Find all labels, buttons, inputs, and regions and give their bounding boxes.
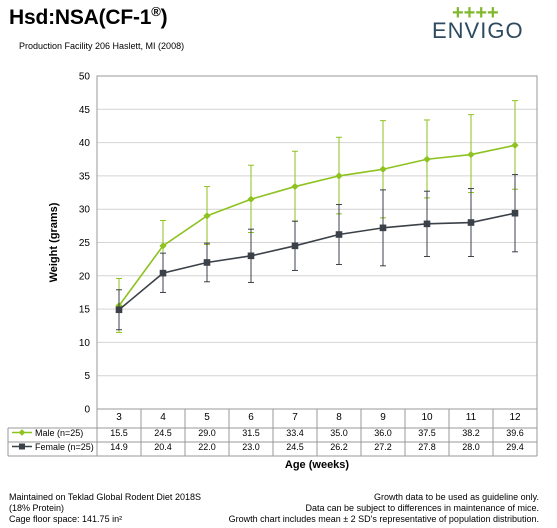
male-legend-label: Male (n=25) (35, 428, 83, 438)
female-legend-label: Female (n=25) (35, 442, 94, 452)
female-series-line (118, 212, 516, 311)
y-tick-label: 15 (79, 305, 91, 316)
female-table-value: 28.0 (462, 442, 480, 452)
male-data-point (467, 150, 475, 159)
title-registered-mark: ® (151, 4, 161, 19)
male-table-value: 31.5 (242, 428, 260, 438)
female-table-value: 27.2 (374, 442, 392, 452)
male-data-point (291, 182, 299, 191)
male-table-value: 29.0 (198, 428, 216, 438)
footer-protein-note: (18% Protein) (9, 503, 65, 513)
logo-wordmark: ENVIGO (432, 18, 524, 43)
x-tick-label: 4 (160, 412, 166, 423)
male-legend-marker (18, 429, 26, 436)
female-data-point (159, 269, 167, 277)
male-table-value: 37.5 (418, 428, 436, 438)
female-data-point (511, 209, 519, 217)
male-table-value: 39.6 (506, 428, 524, 438)
male-data-point (511, 141, 519, 149)
footer-notes-right: Growth data to be used as guideline only… (229, 492, 539, 525)
title-end: ) (160, 6, 168, 29)
title-main: Hsd:NSA(CF-1 (9, 6, 152, 29)
female-legend-marker (19, 443, 25, 450)
male-data-point (203, 212, 211, 220)
x-tick-label: 10 (421, 412, 433, 423)
logo-plus-marks: ++++ (452, 2, 499, 24)
male-table-value: 15.5 (110, 428, 128, 438)
y-tick-label: 35 (79, 171, 91, 182)
male-table-value: 38.2 (462, 428, 480, 438)
x-tick-label: 12 (509, 412, 521, 423)
page-title: Hsd:NSA(CF-1®) (9, 4, 168, 30)
male-table-value: 35.0 (330, 428, 348, 438)
female-table-value: 14.9 (110, 442, 128, 452)
y-tick-label: 10 (79, 338, 91, 349)
female-data-point (291, 242, 299, 250)
female-table-value: 20.4 (154, 442, 172, 452)
male-data-point (379, 165, 387, 173)
male-table-value: 33.4 (286, 428, 304, 438)
female-data-point (467, 219, 475, 226)
x-tick-label: 7 (292, 412, 298, 423)
x-tick-label: 6 (248, 412, 254, 423)
envigo-logo: ++++ ENVIGO (432, 3, 524, 43)
footer-sd-note: Growth chart includes mean ± 2 SD's repr… (228, 514, 539, 524)
male-table-value: 24.5 (154, 428, 172, 438)
y-tick-label: 45 (79, 105, 91, 116)
y-tick-label: 40 (79, 138, 91, 149)
y-tick-label: 25 (79, 238, 91, 249)
female-data-point (379, 224, 387, 232)
x-axis-label: Age (weeks) (285, 459, 350, 471)
male-data-point (335, 172, 343, 180)
female-table-value: 29.4 (506, 442, 524, 452)
x-tick-label: 8 (336, 412, 342, 423)
female-table-value: 24.5 (286, 442, 304, 452)
female-data-point (423, 220, 431, 228)
y-tick-label: 50 (79, 72, 91, 83)
male-data-point (423, 155, 431, 163)
female-table-value: 26.2 (330, 442, 348, 452)
female-data-point (247, 252, 255, 260)
female-data-point (203, 259, 211, 266)
male-data-point (247, 195, 255, 203)
footer-guideline-note: Growth data to be used as guideline only… (374, 492, 539, 502)
x-tick-label: 5 (204, 412, 210, 423)
y-tick-label: 20 (79, 271, 91, 282)
footer-variation-note: Data can be subject to differences in ma… (305, 503, 539, 513)
male-table-value: 36.0 (374, 428, 392, 438)
y-tick-label: 30 (79, 205, 91, 216)
page-subtitle: Production Facility 206 Haslett, MI (200… (19, 41, 185, 51)
footer-diet-note: Maintained on Teklad Global Rodent Diet … (9, 492, 201, 502)
male-series-line (118, 144, 516, 307)
female-table-value: 22.0 (198, 442, 216, 452)
female-data-point (335, 231, 343, 238)
female-data-point (115, 306, 123, 314)
x-tick-label: 3 (116, 412, 122, 423)
male-data-point (159, 242, 167, 250)
x-tick-label: 9 (380, 412, 386, 423)
footer-cage-note: Cage floor space: 141.75 in² (9, 514, 123, 524)
female-table-value: 27.8 (418, 442, 436, 452)
y-tick-label: 0 (84, 405, 90, 416)
y-tick-label: 5 (84, 371, 90, 382)
x-tick-label: 11 (466, 412, 477, 423)
female-table-value: 23.0 (242, 442, 260, 452)
y-axis-label: Weight (grams) (48, 202, 60, 282)
footer-notes-left: Maintained on Teklad Global Rodent Diet … (9, 492, 201, 525)
